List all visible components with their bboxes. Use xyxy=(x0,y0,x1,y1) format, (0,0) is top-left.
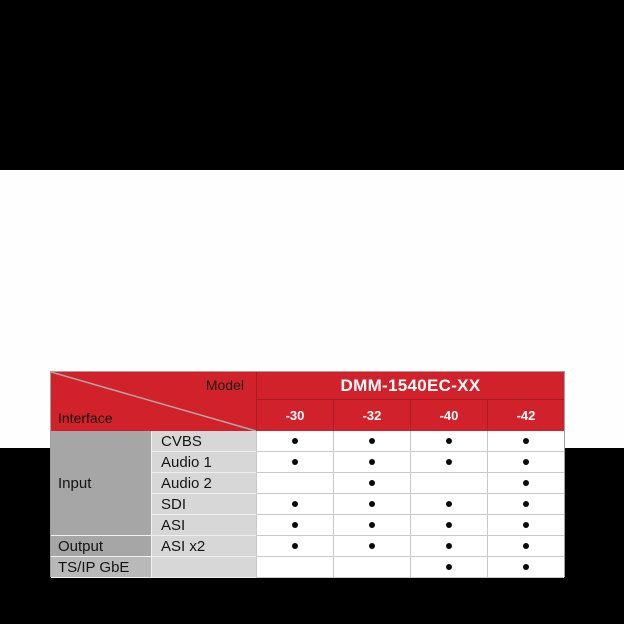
support-dot-icon xyxy=(369,438,375,444)
support-cell xyxy=(256,557,333,578)
support-cell xyxy=(333,515,410,536)
support-cell xyxy=(333,494,410,515)
support-cell xyxy=(410,557,487,578)
support-cell xyxy=(333,452,410,473)
support-cell xyxy=(410,494,487,515)
support-cell xyxy=(410,536,487,557)
support-dot-icon xyxy=(369,522,375,528)
support-dot-icon xyxy=(369,543,375,549)
support-cell xyxy=(487,473,564,494)
interface-comparison-table: Model Interface DMM-1540EC-XX -30 -32 -40-… xyxy=(50,371,565,578)
support-cell xyxy=(256,431,333,452)
support-dot-icon xyxy=(446,459,452,465)
interface-label-cell: Audio 1 xyxy=(151,452,256,473)
support-dot-icon xyxy=(446,501,452,507)
support-cell xyxy=(333,431,410,452)
support-cell xyxy=(256,473,333,494)
support-cell xyxy=(256,515,333,536)
support-cell xyxy=(256,536,333,557)
support-cell xyxy=(410,515,487,536)
support-dot-icon xyxy=(446,564,452,570)
group-cell-output: Output xyxy=(51,536,151,557)
interface-label-cell: ASI x2 xyxy=(151,536,256,557)
support-dot-icon xyxy=(292,501,298,507)
support-dot-icon xyxy=(523,480,529,486)
support-dot-icon xyxy=(369,501,375,507)
support-cell xyxy=(333,557,410,578)
support-dot-icon xyxy=(523,543,529,549)
group-cell-ts-ip-gbe: TS/IP GbE xyxy=(51,557,151,578)
interface-label-cell: Audio 2 xyxy=(151,473,256,494)
support-cell xyxy=(256,452,333,473)
support-dot-icon xyxy=(292,543,298,549)
support-dot-icon xyxy=(523,438,529,444)
model-column-header-30: -30 xyxy=(285,408,305,423)
table-header: Model Interface DMM-1540EC-XX -30 -32 -40-… xyxy=(51,372,564,431)
support-cell xyxy=(410,431,487,452)
support-dot-icon xyxy=(292,522,298,528)
support-dot-icon xyxy=(369,459,375,465)
support-dot-icon xyxy=(446,522,452,528)
support-cell xyxy=(333,536,410,557)
interface-label-cell xyxy=(151,557,256,578)
model-column-header-40: -40 xyxy=(410,400,487,431)
support-cell xyxy=(487,515,564,536)
support-dot-icon xyxy=(523,501,529,507)
support-dot-icon xyxy=(523,522,529,528)
support-dot-icon xyxy=(369,480,375,486)
support-cell xyxy=(487,536,564,557)
support-cell xyxy=(256,494,333,515)
support-cell xyxy=(410,452,487,473)
corner-header-cell: Model Interface xyxy=(51,372,256,431)
support-dot-icon xyxy=(446,543,452,549)
interface-label-cell: SDI xyxy=(151,494,256,515)
support-cell xyxy=(333,473,410,494)
model-column-header-32: -32 xyxy=(333,400,410,431)
support-dot-icon xyxy=(292,438,298,444)
model-column-header-42: -42 xyxy=(487,400,564,431)
support-dot-icon xyxy=(292,459,298,465)
support-cell xyxy=(487,494,564,515)
model-column-headers: -30 -32 -40 -42 xyxy=(257,400,564,431)
table-body: Input Output TS/IP GbE CVBS Audio 1 Audio 2 SD… xyxy=(51,431,564,578)
diagonal-divider-line xyxy=(51,372,256,431)
interface-label-cell: CVBS xyxy=(151,431,256,452)
model-group-header: DMM-1540EC-XX xyxy=(257,372,564,400)
interface-label-cell: ASI xyxy=(151,515,256,536)
support-cell xyxy=(410,473,487,494)
support-cell xyxy=(487,431,564,452)
support-dot-icon xyxy=(446,438,452,444)
content-band: Model Interface DMM-1540EC-XX -30 -32 -40-… xyxy=(0,170,624,578)
corner-interface-label: Interface xyxy=(58,410,113,426)
model-header-block: DMM-1540EC-XX -30 -32 -40 -42 xyxy=(256,372,564,431)
group-cell-input: Input xyxy=(51,431,151,536)
support-cell xyxy=(487,557,564,578)
support-dot-icon xyxy=(523,459,529,465)
support-dot-icon xyxy=(523,564,529,570)
support-cell xyxy=(487,452,564,473)
corner-model-label: Model xyxy=(205,377,244,393)
